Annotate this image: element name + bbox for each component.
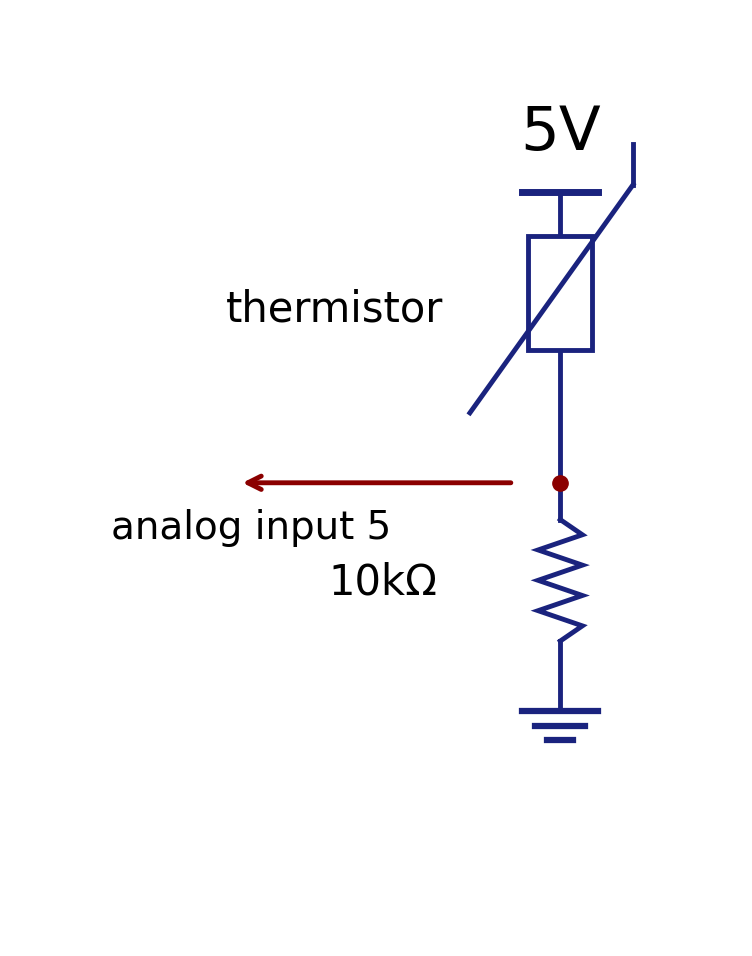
Bar: [528, 236, 593, 350]
Text: thermistor: thermistor: [226, 289, 444, 331]
Text: analog input 5: analog input 5: [111, 509, 392, 547]
Text: 10kΩ: 10kΩ: [329, 561, 438, 603]
Text: 5V: 5V: [520, 103, 601, 163]
